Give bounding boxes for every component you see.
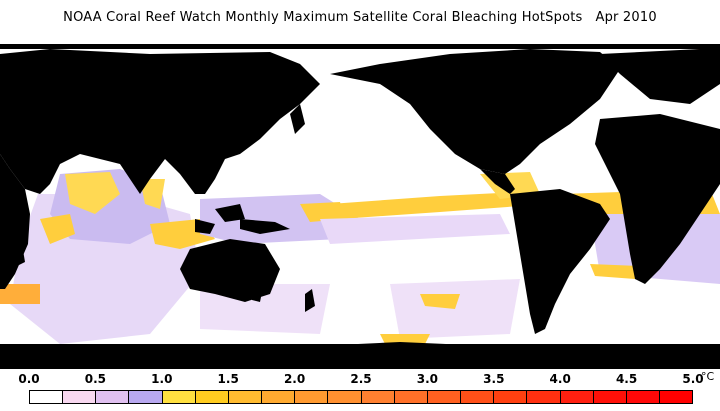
colorbar-swatch bbox=[162, 391, 196, 403]
west-indian-hotspot bbox=[40, 214, 75, 244]
sumatra bbox=[195, 219, 215, 234]
colorbar-swatch bbox=[295, 391, 329, 403]
arabian-sea-hotspot bbox=[65, 172, 120, 214]
colorbar-tick-label: 2.0 bbox=[283, 372, 306, 386]
eurasia-landmass bbox=[0, 49, 320, 194]
australia bbox=[180, 239, 280, 302]
colorbar-swatch bbox=[361, 391, 395, 403]
new-zealand bbox=[305, 289, 315, 312]
map-title: NOAA Coral Reef Watch Monthly Maximum Sa… bbox=[63, 10, 657, 25]
colorbar-swatch bbox=[593, 391, 627, 403]
south-atlantic-spot bbox=[590, 264, 640, 279]
colorbar-swatch bbox=[96, 391, 130, 403]
colorbar-tick-label: 0.5 bbox=[84, 372, 107, 386]
colorbar-swatch bbox=[560, 391, 594, 403]
unit-label: °C bbox=[701, 370, 715, 383]
borneo bbox=[215, 204, 245, 222]
colorbar-swatch bbox=[30, 391, 64, 403]
colorbar bbox=[29, 390, 693, 404]
tasmania bbox=[252, 292, 262, 302]
colorbar-tick-label: 1.0 bbox=[151, 372, 173, 386]
colorbar-swatch bbox=[328, 391, 362, 403]
south-pacific-haze bbox=[320, 214, 510, 244]
colorbar-swatch bbox=[427, 391, 462, 403]
equatorial-pacific-band bbox=[330, 192, 520, 219]
hotspot-map bbox=[0, 44, 720, 369]
colorbar-swatch bbox=[63, 391, 97, 403]
colorbar-tick-label: 2.5 bbox=[350, 372, 372, 386]
south-pacific-spot-1 bbox=[420, 294, 460, 309]
colorbar-tick-labels: °C 0.0 0.5 1.0 1.5 2.0 2.5 3.0 3.5 4.0 4.5 5.0 bbox=[0, 370, 720, 388]
colorbar-tick-label: 4.5 bbox=[615, 372, 638, 386]
colorbar-swatch bbox=[659, 391, 693, 403]
colorbar-tick-label: 3.5 bbox=[483, 372, 505, 386]
colorbar-swatch bbox=[494, 391, 528, 403]
new-guinea bbox=[240, 219, 290, 234]
madagascar bbox=[15, 244, 25, 266]
colorbar-swatch bbox=[195, 391, 229, 403]
south-america bbox=[510, 189, 610, 334]
colorbar-tick-label: 4.0 bbox=[549, 372, 571, 386]
southwest-hotspot bbox=[0, 284, 40, 304]
bay-of-bengal-hotspot bbox=[140, 179, 165, 209]
colorbar-tick-label: 0.0 bbox=[18, 372, 40, 386]
colorbar-swatch bbox=[527, 391, 561, 403]
colorbar-tick-label: 3.0 bbox=[416, 372, 439, 386]
world-map-svg bbox=[0, 44, 720, 369]
colorbar-swatch bbox=[394, 391, 428, 403]
land bbox=[0, 44, 720, 369]
colorbar-swatch bbox=[129, 391, 163, 403]
antarctic-coast bbox=[0, 342, 720, 356]
colorbar-swatch bbox=[461, 391, 495, 403]
africa-east-wrap bbox=[595, 114, 720, 284]
central-america bbox=[480, 169, 515, 194]
japan bbox=[290, 104, 305, 134]
colorbar-swatch bbox=[228, 391, 263, 403]
greenland-region bbox=[600, 49, 720, 104]
colorbar-swatch bbox=[262, 391, 296, 403]
south-pacific-spot-2 bbox=[380, 334, 430, 344]
north-america bbox=[330, 49, 620, 174]
colorbar-swatch bbox=[626, 391, 660, 403]
colorbar-tick-label: 1.5 bbox=[217, 372, 239, 386]
colorbar-tick-label: 5.0 bbox=[682, 372, 704, 386]
